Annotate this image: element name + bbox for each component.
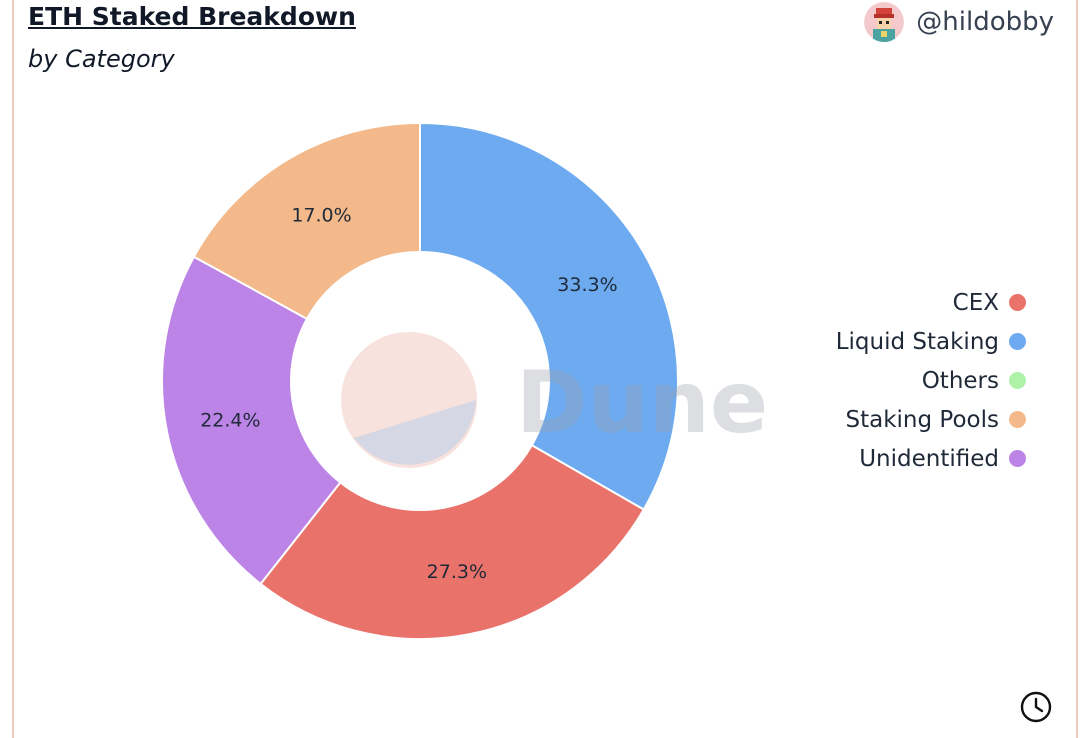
slice-staking-pools[interactable] [192, 121, 421, 321]
slices-group [161, 121, 679, 640]
slice-liquid-staking[interactable] [419, 121, 679, 511]
legend-swatch [1009, 450, 1026, 467]
slice-label-liquid-staking: 33.3% [557, 274, 617, 296]
chart-title: ETH Staked Breakdown [28, 2, 356, 31]
chart-legend: CEX Liquid Staking Others Staking Pools Unid… [836, 287, 1026, 474]
slice-label-staking-pools: 17.0% [291, 204, 351, 226]
legend-item-unidentified[interactable]: Unidentified [859, 443, 1026, 474]
legend-item-staking-pools[interactable]: Staking Pools [846, 404, 1026, 435]
legend-label: Unidentified [859, 445, 999, 472]
slice-unidentified[interactable] [161, 255, 342, 586]
clock-icon[interactable] [1018, 689, 1054, 725]
dune-watermark [341, 332, 477, 468]
watermark-text: Dune [516, 353, 768, 453]
legend-item-liquid-staking[interactable]: Liquid Staking [836, 326, 1026, 357]
chart-frame [12, 0, 1078, 738]
legend-item-others[interactable]: Others [922, 365, 1026, 396]
author-handle: @hildobby [916, 7, 1054, 37]
chart-subtitle: by Category [28, 45, 175, 73]
slice-cex[interactable] [259, 443, 646, 640]
legend-item-cex[interactable]: CEX [953, 287, 1026, 318]
legend-label: CEX [952, 289, 999, 316]
legend-swatch [1009, 294, 1026, 311]
slice-label-unidentified: 22.4% [200, 410, 260, 432]
slice-label-cex: 27.3% [427, 561, 487, 583]
legend-swatch [1009, 372, 1026, 389]
avatar [864, 2, 905, 42]
legend-swatch [1009, 333, 1026, 350]
legend-label: Liquid Staking [835, 328, 999, 355]
watermark-logo-bottom [354, 400, 476, 465]
slice-labels-group: 33.3% 27.3% 22.4% 17.0% [200, 204, 617, 583]
legend-swatch [1009, 411, 1026, 428]
author-badge[interactable]: @hildobby [864, 2, 1054, 42]
legend-label: Others [921, 367, 999, 394]
legend-label: Staking Pools [845, 406, 999, 433]
